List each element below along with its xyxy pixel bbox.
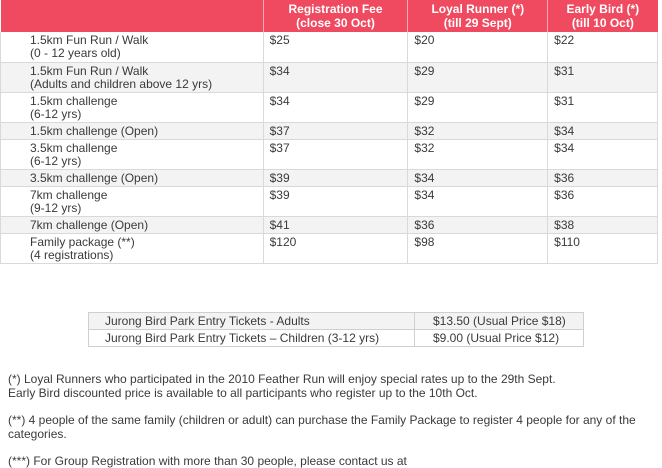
registration-fee-cell: $41 xyxy=(263,216,409,234)
category-name: 1.5km Fun Run / Walk xyxy=(30,33,149,47)
registration-fee-cell: $25 xyxy=(263,32,409,63)
early-bird-cell: $110 xyxy=(547,233,658,264)
category-name: 3.5km challenge xyxy=(30,140,118,155)
registration-fee-cell: $37 xyxy=(263,122,409,140)
category-name: 1.5km challenge xyxy=(30,93,118,108)
category-name: 7km challenge xyxy=(30,187,108,202)
category-cell: 7km challenge (Open) xyxy=(0,216,264,234)
notes-loyal-early: (*) Loyal Runners who participated in th… xyxy=(8,372,656,400)
loyal-runner-cell: $36 xyxy=(407,216,549,234)
header-early-bird: Early Bird (*) (till 10 Oct) xyxy=(547,0,658,32)
loyal-runner-cell: $32 xyxy=(407,122,549,140)
fee-table-row: Family package (**) (4 registrations) $120… xyxy=(0,233,658,264)
early-bird-cell: $31 xyxy=(547,92,658,123)
ticket-label: Jurong Bird Park Entry Tickets – Childre… xyxy=(88,329,415,347)
category-subtext: (9-12 yrs) xyxy=(30,200,82,215)
loyal-runner-cell: $29 xyxy=(407,92,549,123)
early-bird-cell: $31 xyxy=(547,62,658,93)
category-cell: 1.5km challenge (6-12 yrs) xyxy=(0,92,264,123)
category-name: Family package (**) xyxy=(30,234,135,249)
registration-fee-cell: $34 xyxy=(263,92,409,123)
bird-park-ticket-table: Jurong Bird Park Entry Tickets - Adults $… xyxy=(88,312,584,347)
loyal-runner-cell: $34 xyxy=(407,186,549,217)
fee-table-row: 1.5km Fun Run / Walk (0 - 12 years old) $2… xyxy=(0,32,658,63)
category-name: 1.5km Fun Run / Walk xyxy=(30,63,149,78)
registration-fee-cell: $39 xyxy=(263,169,409,187)
early-bird-cell: $22 xyxy=(547,32,658,63)
header-registration-fee-text: Registration Fee (close 30 Oct) xyxy=(288,2,383,30)
category-name: 1.5km challenge (Open) xyxy=(30,123,159,138)
early-bird-note: Early Bird discounted price is available… xyxy=(8,386,478,400)
category-cell: 1.5km Fun Run / Walk (0 - 12 years old) xyxy=(0,32,264,63)
fee-table-row: 3.5km challenge (6-12 yrs) $37 $32 $34 xyxy=(0,139,658,170)
ticket-row: Jurong Bird Park Entry Tickets – Childre… xyxy=(88,329,584,347)
fee-table-row: 1.5km Fun Run / Walk (Adults and children… xyxy=(0,62,658,93)
category-subtext: (6-12 yrs) xyxy=(30,106,82,121)
loyal-runner-note: (*) Loyal Runners who participated in th… xyxy=(8,372,556,386)
registration-fee-table: Registration Fee (close 30 Oct) Loyal Ru… xyxy=(0,0,658,264)
category-name: 7km challenge (Open) xyxy=(30,217,149,232)
category-cell: 1.5km challenge (Open) xyxy=(0,122,264,140)
family-package-note: (**) 4 people of the same family (childr… xyxy=(8,413,636,441)
category-subtext: (4 registrations) xyxy=(30,247,114,262)
fee-table-header-row: Registration Fee (close 30 Oct) Loyal Ru… xyxy=(0,0,658,32)
registration-fee-cell: $34 xyxy=(263,62,409,93)
registration-fee-cell: $120 xyxy=(263,233,409,264)
loyal-runner-cell: $32 xyxy=(407,139,549,170)
fee-table-row: 7km challenge (9-12 yrs) $39 $34 $36 xyxy=(0,186,658,217)
category-subtext: (0 - 12 years old) xyxy=(30,46,121,60)
early-bird-cell: $36 xyxy=(547,186,658,217)
category-cell: 7km challenge (9-12 yrs) xyxy=(0,186,264,217)
category-cell: Family package (**) (4 registrations) xyxy=(0,233,264,264)
ticket-row: Jurong Bird Park Entry Tickets - Adults $… xyxy=(88,312,584,330)
category-subtext: (Adults and children above 12 yrs) xyxy=(30,76,213,91)
early-bird-cell: $36 xyxy=(547,169,658,187)
category-cell: 3.5km challenge (6-12 yrs) xyxy=(0,139,264,170)
fee-table-row: 1.5km challenge (Open) $37 $32 $34 xyxy=(0,122,658,140)
category-subtext: (6-12 yrs) xyxy=(30,153,82,168)
ticket-label: Jurong Bird Park Entry Tickets - Adults xyxy=(88,312,415,330)
fee-table-row: 7km challenge (Open) $41 $36 $38 xyxy=(0,216,658,234)
ticket-price: $13.50 (Usual Price $18) xyxy=(414,312,584,330)
early-bird-cell: $38 xyxy=(547,216,658,234)
notes-family: (**) 4 people of the same family (childr… xyxy=(8,413,656,441)
loyal-runner-cell: $34 xyxy=(407,169,549,187)
header-loyal-runner: Loyal Runner (*) (till 29 Sept) xyxy=(407,0,549,32)
early-bird-cell: $34 xyxy=(547,122,658,140)
header-loyal-runner-text: Loyal Runner (*) (till 29 Sept) xyxy=(431,2,525,30)
fee-table-row: 1.5km challenge (6-12 yrs) $34 $29 $31 xyxy=(0,92,658,123)
registration-fee-cell: $39 xyxy=(263,186,409,217)
category-name: 3.5km challenge (Open) xyxy=(30,170,159,185)
category-cell: 1.5km Fun Run / Walk (Adults and children… xyxy=(0,62,264,93)
loyal-runner-cell: $29 xyxy=(407,62,549,93)
early-bird-cell: $34 xyxy=(547,139,658,170)
category-cell: 3.5km challenge (Open) xyxy=(0,169,264,187)
loyal-runner-cell: $20 xyxy=(407,32,549,63)
notes-group: (***) For Group Registration with more t… xyxy=(8,454,656,468)
group-registration-note: (***) For Group Registration with more t… xyxy=(8,454,407,468)
header-category xyxy=(0,0,264,32)
registration-fee-cell: $37 xyxy=(263,139,409,170)
ticket-price: $9.00 (Usual Price $12) xyxy=(414,329,584,347)
header-early-bird-text: Early Bird (*) (till 10 Oct) xyxy=(566,2,640,30)
loyal-runner-cell: $98 xyxy=(407,233,549,264)
header-registration-fee: Registration Fee (close 30 Oct) xyxy=(263,0,409,32)
fee-table-row: 3.5km challenge (Open) $39 $34 $36 xyxy=(0,169,658,187)
